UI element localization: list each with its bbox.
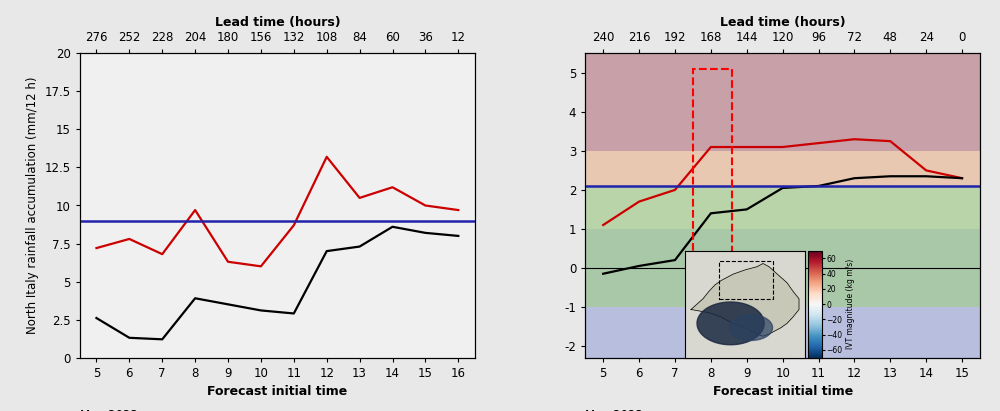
Text: May 2023: May 2023: [80, 409, 138, 411]
Y-axis label: North Italy rainfall accumulation (mm/12 h): North Italy rainfall accumulation (mm/12…: [26, 77, 39, 334]
X-axis label: Forecast initial time: Forecast initial time: [713, 385, 853, 398]
Y-axis label: IVT magnitude (kg m/s): IVT magnitude (kg m/s): [846, 259, 855, 349]
Bar: [719, 261, 773, 299]
Polygon shape: [729, 315, 773, 340]
X-axis label: Lead time (hours): Lead time (hours): [720, 16, 845, 29]
Polygon shape: [697, 302, 764, 345]
X-axis label: Forecast initial time: Forecast initial time: [207, 385, 347, 398]
Text: May 2023: May 2023: [585, 409, 643, 411]
Bar: [585, 151, 980, 186]
Bar: [585, 53, 980, 151]
Bar: [585, 307, 980, 358]
Bar: [585, 186, 980, 229]
Bar: [585, 229, 980, 307]
Polygon shape: [691, 263, 799, 336]
X-axis label: Lead time (hours): Lead time (hours): [215, 16, 340, 29]
Bar: [693, 69, 732, 358]
